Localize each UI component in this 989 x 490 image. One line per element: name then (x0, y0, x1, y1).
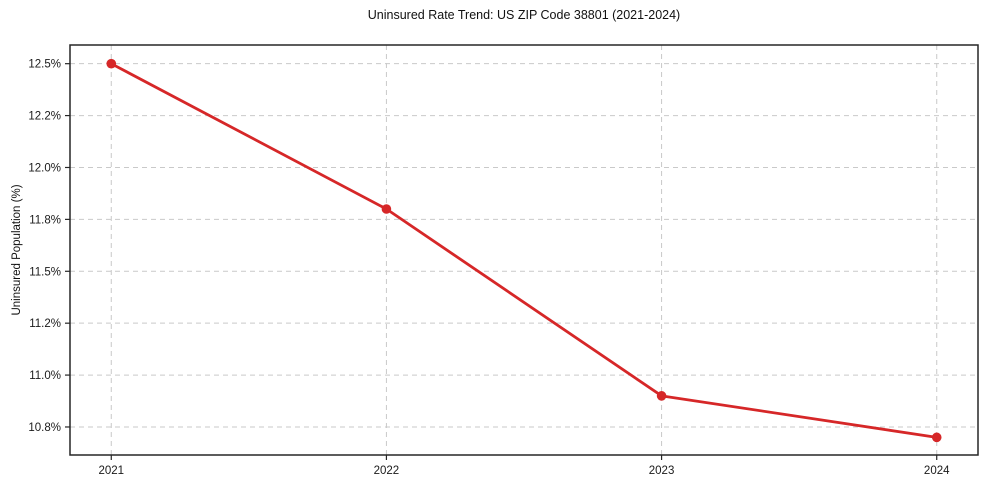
plot-border (69, 44, 979, 456)
y-tick-label: 12.5% (28, 59, 61, 71)
y-tick-label: 10.8% (28, 422, 61, 434)
chart-title: Uninsured Rate Trend: US ZIP Code 38801 … (367, 8, 681, 22)
x-tick-label: 2024 (924, 465, 950, 477)
y-tick-label: 11.5% (29, 266, 61, 278)
y-tick-label: 11.2% (29, 318, 61, 330)
x-tick-label: 2023 (649, 465, 675, 477)
data-point-marker (381, 204, 392, 214)
data-point-marker (656, 391, 667, 401)
trend-line (109, 62, 939, 439)
y-tick-label: 12.2% (28, 111, 61, 123)
data-point-marker (931, 432, 942, 443)
y-tick-label: 11.8% (29, 214, 61, 226)
y-tick-label: 11.0% (29, 370, 61, 382)
x-tick-label: 2022 (374, 465, 400, 477)
data-point-marker (106, 58, 117, 69)
x-tick-label: 2021 (98, 465, 124, 477)
y-tick-label: 12.0% (28, 162, 61, 174)
